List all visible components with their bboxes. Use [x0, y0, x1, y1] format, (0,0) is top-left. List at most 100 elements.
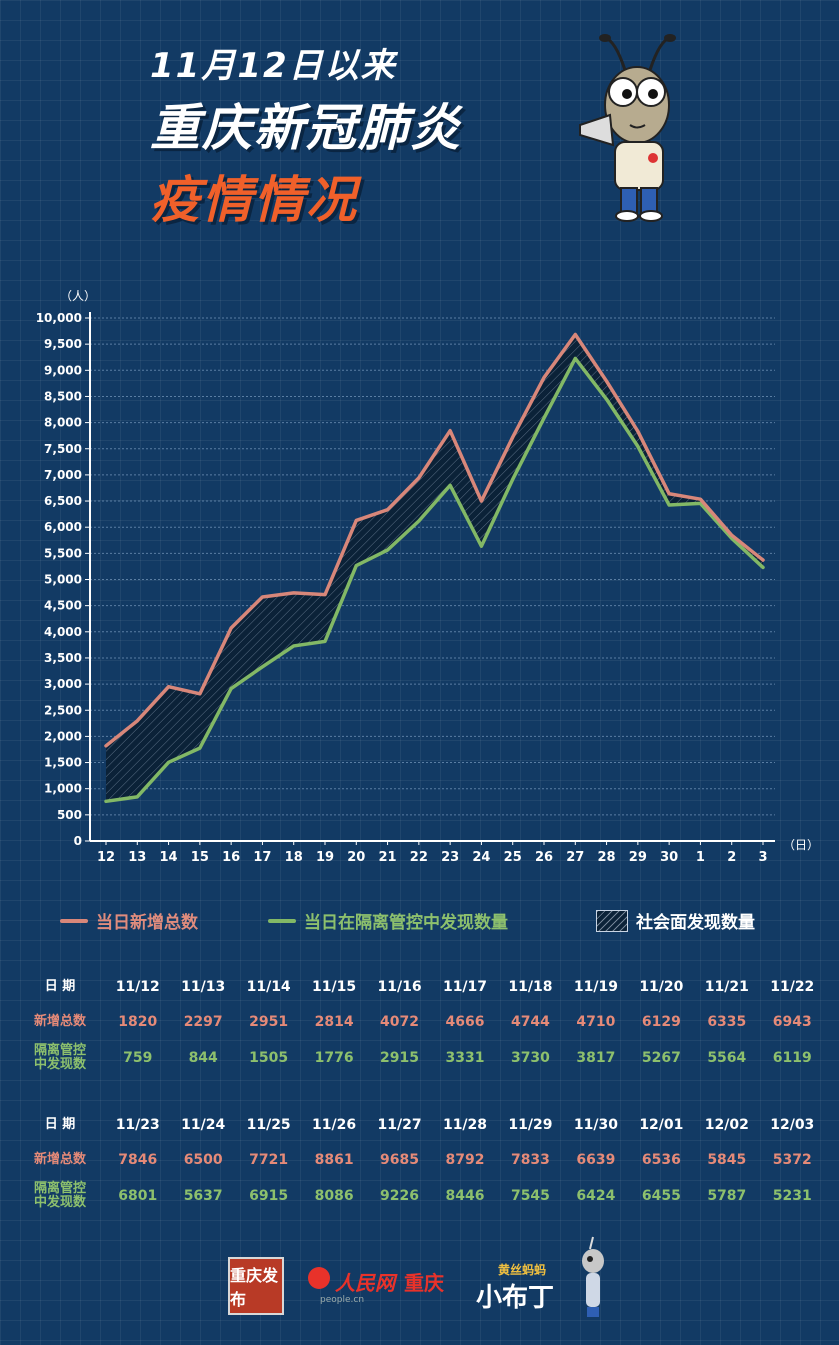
table-cell: 7721	[249, 1152, 289, 1168]
table-cell: 11/16	[377, 979, 422, 995]
footer-logos: 重庆发布 人民网 重庆 people.cn 黄丝蚂蚂 小布丁	[0, 1236, 839, 1325]
y-tick-label: 5,000	[44, 573, 82, 587]
y-tick-label: 4,000	[44, 625, 82, 639]
table-row-isolated: 隔离管控 中发现数 6801 5637 6915 8086 9226 8446 7…	[15, 1178, 825, 1214]
chart-legend: 当日新增总数 当日在隔离管控中发现数量 社会面发现数量	[0, 908, 839, 938]
x-tick-label: 28	[598, 850, 616, 865]
series-line-isolated	[104, 356, 765, 804]
y-tick-label: 8,500	[44, 389, 82, 403]
row-label-isolated: 隔离管控 中发现数	[15, 1178, 105, 1214]
table-cell: 11/19	[573, 979, 618, 995]
y-tick-label: 9,500	[44, 337, 82, 351]
table-cell: 11/13	[181, 979, 226, 995]
y-tick-label: 5,500	[44, 546, 82, 560]
table-cell: 1505	[249, 1050, 289, 1066]
table-cell: 11/23	[115, 1117, 160, 1133]
table-cell: 5372	[772, 1152, 812, 1168]
table-cell: 7833	[510, 1152, 550, 1168]
table-cell: 11/15	[312, 979, 357, 995]
x-tick-label: 3	[758, 850, 767, 865]
x-tick-label: 16	[222, 850, 240, 865]
table-cell: 3730	[510, 1050, 550, 1066]
x-tick-label: 14	[160, 850, 178, 865]
legend-label-isolated: 当日在隔离管控中发现数量	[304, 913, 508, 933]
y-tick-label: 6,500	[44, 494, 82, 508]
table-cell: 8861	[314, 1152, 354, 1168]
y-tick-label: 7,500	[44, 442, 82, 456]
x-tick-label: 30	[660, 850, 678, 865]
x-tick-label: 23	[441, 850, 459, 865]
y-tick-label: 3,500	[44, 651, 82, 665]
table-cell: 6335	[707, 1014, 747, 1030]
series-line-total	[104, 332, 765, 748]
table-row-dates: 日 期 11/12 11/13 11/14 11/15 11/16 11/17 …	[15, 970, 825, 1004]
table-cell: 5267	[641, 1050, 681, 1066]
row-label-isolated-line2: 中发现数	[33, 1057, 86, 1072]
people-net-logo: 人民网	[335, 1271, 395, 1295]
y-tick-label: 1,000	[44, 782, 82, 796]
x-tick-label: 19	[316, 850, 334, 865]
x-tick-label: 27	[566, 850, 584, 865]
x-tick-label: 2	[727, 850, 736, 865]
table-cell: 12/02	[704, 1117, 749, 1133]
row-label-isolated-line1: 隔离管控	[33, 1043, 86, 1058]
table-row-totals: 新增总数 1820 2297 2951 2814 4072 4666 4744 …	[15, 1004, 825, 1040]
y-tick-label: 3,000	[44, 677, 82, 691]
table-cell: 5231	[772, 1188, 812, 1204]
legend-item-total: 当日新增总数	[60, 908, 198, 933]
table-cell: 2297	[183, 1014, 223, 1030]
table-cell: 6943	[772, 1014, 812, 1030]
y-tick-label: 9,000	[44, 363, 82, 377]
table-cell: 5845	[707, 1152, 747, 1168]
x-tick-label: 26	[535, 850, 553, 865]
table-cell: 11/22	[770, 979, 815, 995]
table-cell: 11/17	[442, 979, 488, 995]
table-cell: 8792	[445, 1152, 485, 1168]
table-cell: 2814	[314, 1014, 354, 1030]
table-cell: 12/01	[639, 1117, 684, 1133]
table-cell: 759	[123, 1050, 153, 1066]
data-table-part1: 日 期 11/12 11/13 11/14 11/15 11/16 11/17 …	[15, 970, 825, 1076]
table-cell: 11/26	[312, 1117, 357, 1133]
table-cell: 2915	[380, 1050, 420, 1066]
row-label-isolated: 隔离管控 中发现数	[15, 1040, 105, 1076]
table-cell: 3817	[576, 1050, 616, 1066]
table-cell: 5637	[183, 1188, 223, 1204]
y-tick-label: 0	[74, 834, 82, 848]
people-net-city: 重庆	[404, 1271, 444, 1295]
table-cell: 5787	[707, 1188, 747, 1204]
table-cell: 11/24	[181, 1117, 226, 1133]
table-cell: 8446	[445, 1188, 485, 1204]
legend-swatch-isolated	[268, 918, 296, 923]
table-cell: 11/18	[508, 979, 553, 995]
x-axis-unit-label: （日）	[783, 838, 819, 852]
table-cell: 11/14	[246, 979, 291, 995]
mascot-logo-title: 小布丁	[476, 1283, 555, 1313]
x-tick-label: 21	[379, 850, 397, 865]
table-cell: 11/27	[377, 1117, 422, 1133]
x-tick-label: 25	[504, 850, 522, 865]
y-tick-label: 2,000	[44, 729, 82, 743]
x-tick-label: 1	[696, 850, 705, 865]
legend-swatch-community	[596, 909, 628, 932]
title-line-3: 疫情情况	[150, 171, 358, 229]
table-cell: 11/12	[115, 979, 160, 995]
y-tick-label: 4,500	[44, 599, 82, 613]
table-cell: 6129	[641, 1014, 681, 1030]
row-label-date: 日 期	[44, 1117, 76, 1132]
table-cell: 11/20	[639, 979, 684, 995]
mascot-figure-icon	[582, 1236, 604, 1317]
table-cell: 6536	[641, 1152, 681, 1168]
y-tick-label: 7,000	[44, 468, 82, 482]
x-tick-label: 17	[253, 850, 271, 865]
people-net-url: people.cn	[320, 1295, 365, 1305]
table-cell: 1776	[314, 1050, 354, 1066]
legend-item-isolated: 当日在隔离管控中发现数量	[268, 908, 508, 933]
table-cell: 9226	[380, 1188, 420, 1204]
table-cell: 1820	[118, 1014, 158, 1030]
chongqing-release-logo: 重庆发布	[228, 1257, 284, 1315]
row-label-total: 新增总数	[33, 1152, 86, 1167]
legend-swatch-total	[60, 918, 88, 923]
line-chart: 0 500 1,000 1,500 2,000 2,500 3,000 3,500 4,000 4…	[36, 289, 819, 865]
row-label-date: 日 期	[44, 979, 76, 994]
